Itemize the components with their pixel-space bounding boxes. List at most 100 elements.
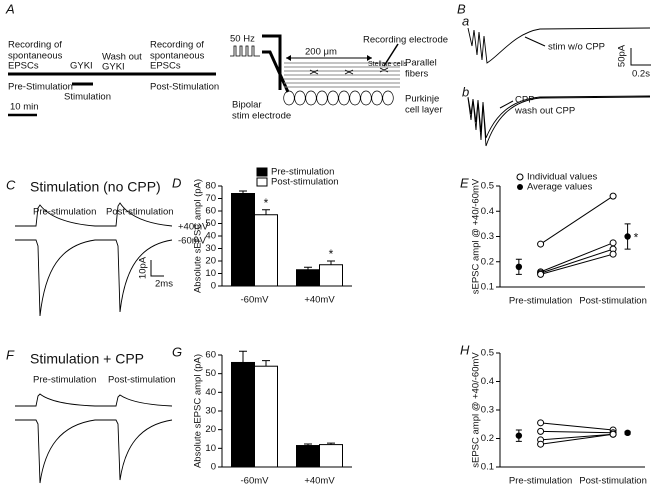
pair-line <box>540 253 614 275</box>
bar <box>296 269 320 287</box>
pointer <box>499 100 514 109</box>
scale-label: 10pA <box>138 256 149 279</box>
trace-label: Pre-stimulation <box>33 375 96 386</box>
individual-point <box>609 250 617 258</box>
average-point <box>624 429 631 436</box>
individual-point <box>609 239 617 247</box>
bar <box>319 444 343 468</box>
purkinje-cell <box>338 90 350 106</box>
scale-label: 10 min <box>10 102 39 113</box>
diagram-label: Stellate cells <box>368 61 408 68</box>
y-tick-label: 10 <box>205 268 216 279</box>
average-point <box>624 233 631 240</box>
bar <box>231 361 255 468</box>
purkinje-cell <box>294 90 306 106</box>
timeline-label: Post-Stimulation <box>150 82 219 93</box>
pair-line <box>540 242 614 273</box>
panel-label: G <box>172 344 182 359</box>
legend-swatch <box>256 167 268 177</box>
y-tick-label: 0.3 <box>481 231 494 242</box>
trace-label: Post-stimulation <box>106 207 174 218</box>
y-axis-title: sEPSC ampl @ +40/-60mV <box>471 178 482 294</box>
legend-swatch <box>256 177 268 187</box>
stellate-cells-icon <box>309 67 389 75</box>
current-trace <box>467 95 651 139</box>
scale-label: 0.2s <box>632 69 650 80</box>
current-trace <box>15 239 173 317</box>
diagram-label: Recording electrode <box>363 35 448 46</box>
y-tick-label: 0 <box>211 462 216 473</box>
individual-point <box>537 419 545 427</box>
legend-marker <box>517 184 523 190</box>
scale-bar <box>630 48 651 66</box>
bar <box>319 264 343 287</box>
timeline-label: Recording of <box>150 40 204 51</box>
purkinje-cell <box>360 90 372 106</box>
panel-title: Stimulation + CPP <box>30 351 144 367</box>
average-point <box>515 432 523 439</box>
panel-label: C <box>6 177 16 192</box>
legend-label: Pre-stimulation <box>271 167 334 178</box>
y-tick-label: 10 <box>205 443 216 454</box>
pair-line <box>540 195 614 245</box>
y-tick-label: 0.2 <box>481 433 494 444</box>
trace-label: -60mV <box>178 236 207 247</box>
recording-electrode <box>383 43 399 67</box>
purkinje-cells <box>283 90 394 106</box>
timeline-label: EPSCs <box>8 61 39 72</box>
bar <box>231 193 255 287</box>
error-bar <box>239 350 247 363</box>
panel-label: A <box>5 1 15 16</box>
x-tick-label: +40mV <box>304 476 335 487</box>
trace-label: stim w/o CPP <box>548 42 605 53</box>
annotation: * <box>634 231 639 245</box>
y-tick-label: 0 <box>211 281 216 292</box>
annotation: * <box>329 247 334 261</box>
y-tick-label: 30 <box>205 243 216 254</box>
trace-label: CPP <box>515 95 535 106</box>
diagram-label: stim electrode <box>232 111 291 122</box>
legend-label: Post-stimulation <box>271 177 339 188</box>
purkinje-cell <box>382 90 394 106</box>
timeline-label: spontaneous <box>150 51 205 62</box>
scale-label: 50pA <box>617 44 628 67</box>
stim-electrode <box>262 34 290 93</box>
x-tick-label: Post-stimulation <box>579 476 647 487</box>
error-bar <box>262 360 270 367</box>
panel-label: F <box>6 347 15 362</box>
panel-label: H <box>460 342 470 357</box>
error-bar <box>304 266 312 270</box>
error-bar <box>304 443 312 446</box>
error-bar <box>327 442 335 445</box>
legend-label: Individual values <box>527 172 597 183</box>
y-tick-label: 0.2 <box>481 256 494 267</box>
scale-bar <box>150 260 164 277</box>
individual-point <box>537 427 545 435</box>
timeline-label: spontaneous <box>8 51 63 62</box>
x-tick-label: Pre-stimulation <box>509 296 572 307</box>
y-tick-label: 40 <box>205 387 216 398</box>
y-axis-title: Absolute sEPSC ampl (pA) <box>193 179 204 293</box>
individual-point <box>537 240 545 248</box>
purkinje-cell <box>349 90 361 106</box>
individual-point <box>537 440 545 448</box>
x-tick-label: +40mV <box>304 295 335 306</box>
legend-label: Average values <box>527 182 593 193</box>
x-tick-label: -60mV <box>241 295 270 306</box>
pair-line <box>540 422 614 431</box>
diagram-label: cell layer <box>405 105 443 116</box>
timeline-label: Pre-Stimulation <box>8 82 73 93</box>
error-bar <box>239 190 247 194</box>
error-bar <box>262 209 270 215</box>
legend-marker <box>516 173 524 181</box>
y-tick-label: 40 <box>205 231 216 242</box>
trace-label: b <box>462 84 469 99</box>
trace-label: Post-stimulation <box>108 375 176 386</box>
timeline-label: Recording of <box>8 40 62 51</box>
y-tick-label: 30 <box>205 406 216 417</box>
pair-line <box>540 430 614 434</box>
y-tick-label: 70 <box>205 193 216 204</box>
pulse-train <box>230 45 260 57</box>
y-tick-label: 50 <box>205 368 216 379</box>
